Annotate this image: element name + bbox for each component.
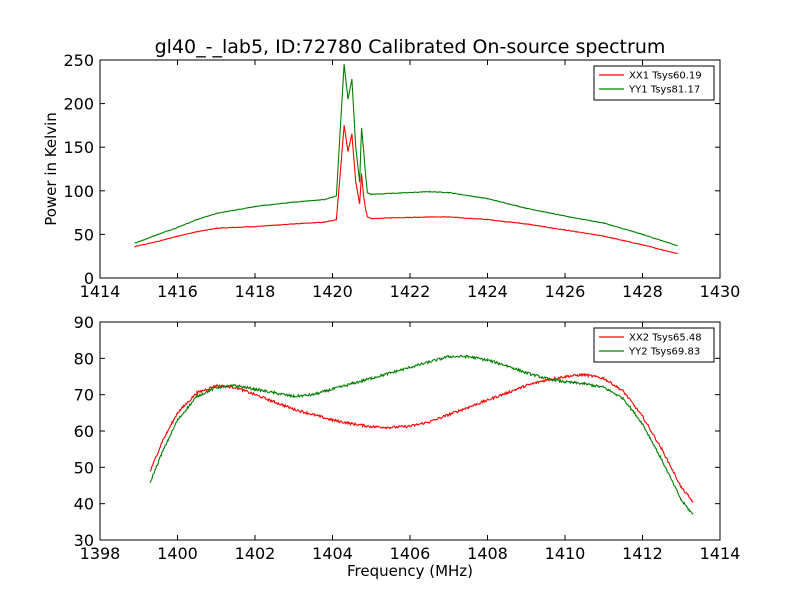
- x-tick-label: 1406: [390, 544, 431, 563]
- legend-entry: YY2 Tsys69.83: [628, 347, 700, 358]
- legend-entry: XX1 Tsys60.19: [629, 71, 702, 82]
- x-tick-label: 1404: [312, 544, 353, 563]
- x-tick-label: 1410: [545, 544, 586, 563]
- y-tick-label: 250: [63, 51, 94, 70]
- y-tick-label: 0: [84, 269, 94, 288]
- x-tick-label: 1414: [80, 282, 121, 301]
- legend-box: [593, 327, 715, 363]
- legend: XX2 Tsys65.48 YY2 Tsys69.83: [593, 327, 715, 363]
- y-tick-label: 30: [74, 531, 94, 550]
- x-tick-label: 1430: [700, 282, 741, 301]
- x-tick-label: 1426: [545, 282, 586, 301]
- x-tick-label: 1418: [235, 282, 276, 301]
- x-tick-label: 1424: [467, 282, 508, 301]
- x-tick-label: 1414: [700, 544, 741, 563]
- y-tick-label: 70: [74, 386, 94, 405]
- x-tick-label: 1408: [467, 544, 508, 563]
- bottom-panel: 1398 1400 1402 1404 1406 1408 1410 1412 1414 30 40…: [74, 313, 741, 563]
- y-tick-label: 90: [74, 313, 94, 332]
- legend: XX1 Tsys60.19 YY1 Tsys81.17: [593, 65, 715, 101]
- x-tick-label: 1420: [312, 282, 353, 301]
- series-line-2: [134, 64, 678, 247]
- x-tick-label: 1412: [622, 544, 663, 563]
- y-tick-label: 100: [63, 182, 94, 201]
- legend-entry: XX2 Tsys65.48: [629, 333, 702, 344]
- x-axis-label: Frequency (MHz): [347, 562, 473, 580]
- y-tick-label: 60: [74, 422, 94, 441]
- top-panel: 1414 1416 1418 1420 1422 1424 1426 1428 1430 0 50 1…: [63, 51, 740, 301]
- y-tick-label: 150: [63, 138, 94, 157]
- legend-box: [593, 65, 715, 101]
- x-tick-label: 1398: [80, 544, 121, 563]
- y-tick-label: 50: [74, 225, 94, 244]
- x-tick-label: 1422: [390, 282, 431, 301]
- chart-title: gl40_-_lab5, ID:72780 Calibrated On-sour…: [155, 36, 666, 58]
- series-line-1: [149, 372, 694, 503]
- y-tick-label: 200: [63, 95, 94, 114]
- y-tick-label: 80: [74, 349, 94, 368]
- series-line-2: [149, 354, 694, 515]
- x-tick-label: 1416: [157, 282, 198, 301]
- x-tick-label: 1400: [157, 544, 198, 563]
- y-tick-label: 40: [74, 495, 94, 514]
- series-line-1: [134, 125, 678, 255]
- x-tick-label: 1402: [235, 544, 276, 563]
- legend-entry: YY1 Tsys81.17: [628, 85, 700, 96]
- y-axis-label: Power in Kelvin: [42, 112, 60, 226]
- y-tick-label: 50: [74, 458, 94, 477]
- x-tick-label: 1428: [622, 282, 663, 301]
